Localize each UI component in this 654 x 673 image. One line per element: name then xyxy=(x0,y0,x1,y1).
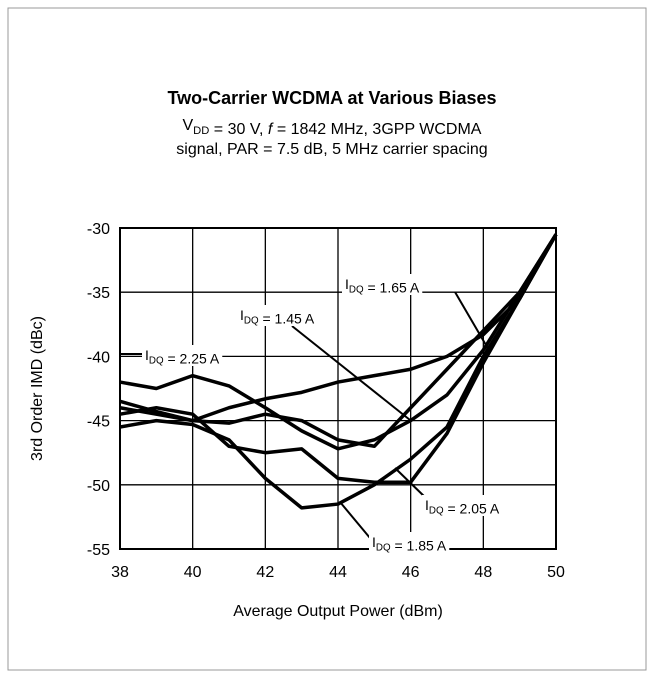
text: = 1.45 A xyxy=(259,311,315,327)
label-bg xyxy=(422,495,503,516)
rich-text: IDQ = 1.85 A xyxy=(372,534,447,554)
y-tick-label: -55 xyxy=(87,542,110,559)
leader-line xyxy=(291,325,411,421)
leader-line xyxy=(454,291,491,353)
text: = 2.25 A xyxy=(164,351,220,367)
text: = 1.65 A xyxy=(364,280,420,296)
label-bg xyxy=(142,345,223,366)
label-bg xyxy=(237,305,318,326)
frame xyxy=(7,7,647,671)
subscript: DQ xyxy=(376,543,391,554)
rich-text: IDQ = 1.65 A xyxy=(345,276,420,296)
y-tick-label: -35 xyxy=(87,285,110,302)
text: I xyxy=(345,276,349,292)
chart-title: Two-Carrier WCDMA at Various Biases xyxy=(167,88,496,108)
x-axis-label: Average Output Power (dBm) xyxy=(233,603,443,620)
text: = 1842 MHz, 3GPP WCDMA xyxy=(272,121,481,138)
x-tick-label: 42 xyxy=(256,564,274,581)
y-tick-label: -50 xyxy=(87,478,110,495)
y-tick-label: -30 xyxy=(87,221,110,238)
subscript: DQ xyxy=(244,316,259,327)
text: I xyxy=(240,307,244,323)
x-tick-label: 46 xyxy=(402,564,420,581)
leader-line xyxy=(339,501,371,539)
series-line xyxy=(119,233,558,449)
text: I xyxy=(372,534,376,550)
y-axis-label: 3rd Order IMD (dBc) xyxy=(29,316,46,461)
x-tick-label: 40 xyxy=(184,564,202,581)
y-tick-label: -45 xyxy=(87,414,110,431)
rich-text: IDQ = 2.25 A xyxy=(145,347,220,367)
text: I xyxy=(145,347,149,363)
text: = 1.85 A xyxy=(391,538,447,554)
rich-text: IDQ = 2.05 A xyxy=(425,497,500,517)
text: = 2.05 A xyxy=(444,501,500,517)
text: = 30 V, xyxy=(209,121,268,138)
series-line xyxy=(119,233,558,510)
subscript: DQ xyxy=(349,285,364,296)
series-line xyxy=(119,233,558,451)
text: signal, PAR = 7.5 dB, 5 MHz carrier spac… xyxy=(176,141,487,158)
italic: f xyxy=(268,121,274,138)
text: V xyxy=(183,117,194,134)
label-bg xyxy=(342,274,423,295)
label-bg xyxy=(369,532,450,553)
text: I xyxy=(425,497,429,513)
y-tick-label: -40 xyxy=(87,349,110,366)
x-tick-label: 50 xyxy=(547,564,565,581)
series-line xyxy=(119,233,558,484)
rich-text: VDD = 30 V, f = 1842 MHz, 3GPP WCDMA xyxy=(183,117,482,138)
rich-text: IDQ = 1.45 A xyxy=(240,307,315,327)
subscript: DQ xyxy=(429,506,444,517)
subscript: DQ xyxy=(149,356,164,367)
plot-border xyxy=(119,227,557,550)
rich-text: signal, PAR = 7.5 dB, 5 MHz carrier spac… xyxy=(176,141,487,158)
subscript: DD xyxy=(193,125,209,137)
leader-line xyxy=(394,467,429,501)
x-tick-label: 44 xyxy=(329,564,347,581)
x-tick-label: 48 xyxy=(474,564,492,581)
x-tick-label: 38 xyxy=(111,564,129,581)
